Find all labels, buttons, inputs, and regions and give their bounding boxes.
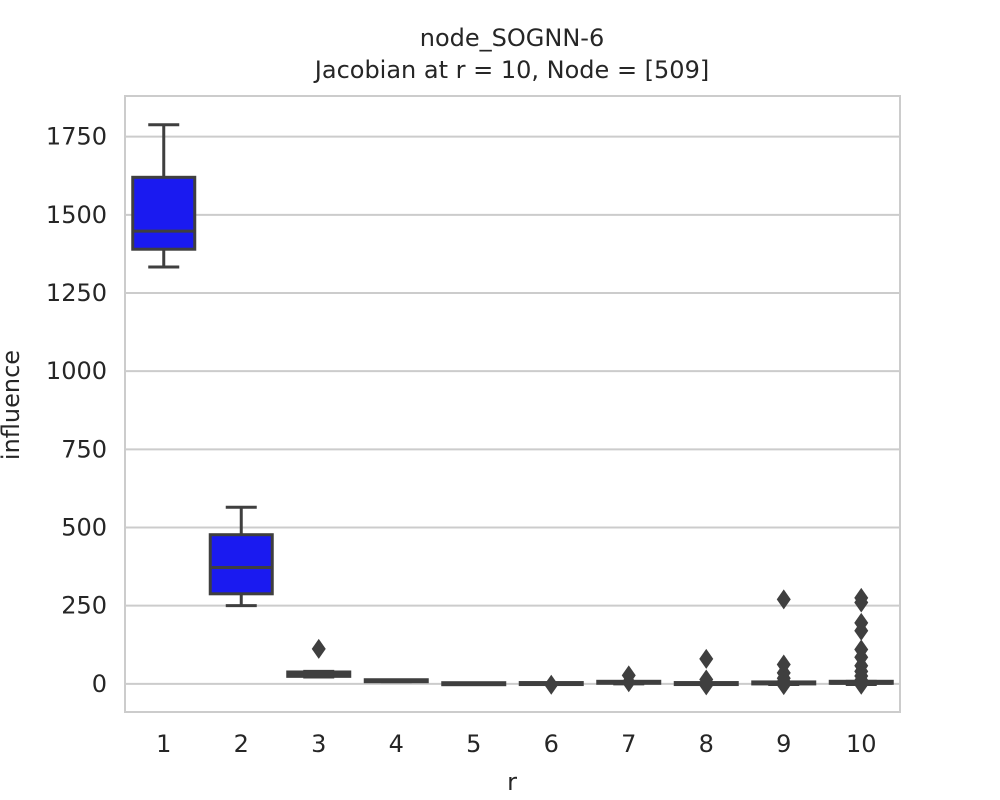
box-iqr [131,175,197,251]
x-tick-label: 9 [776,730,791,758]
x-tick-label: 2 [234,730,249,758]
box-group-3 [286,638,352,679]
x-axis-label: r [507,768,517,796]
x-tick-label: 3 [311,730,326,758]
y-axis-label: influence [0,350,25,460]
x-tick-label: 6 [544,730,559,758]
y-tick-label: 0 [92,670,107,698]
chart-title: node_SOGNN-6 [420,24,604,52]
y-tick-label: 1000 [46,357,107,385]
outlier-point [699,675,714,696]
x-tick-label: 5 [466,730,481,758]
outlier-point [854,674,869,695]
y-tick-label: 500 [61,514,107,542]
box-group-8 [673,648,739,696]
x-tick-label: 10 [846,730,877,758]
outlier-point [776,675,791,696]
y-tick-label: 1750 [46,123,107,151]
box-group-2 [208,505,274,608]
outlier-point [776,589,791,610]
y-tick-label: 1500 [46,201,107,229]
x-tick-label: 8 [699,730,714,758]
outlier-point [621,672,636,693]
boxes-layer [131,123,894,696]
box-group-10 [828,587,894,695]
x-tick-labels: 1 2 3 4 5 6 7 8 9 10 [156,730,876,758]
y-tick-label: 1250 [46,279,107,307]
box-group-4 [363,678,429,684]
box-group-6 [518,674,584,695]
y-tick-label: 750 [61,435,107,463]
outlier-point [854,592,869,613]
box-group-1 [131,123,197,269]
box-iqr [208,533,274,596]
y-tick-label: 250 [61,592,107,620]
box-group-7 [596,665,662,693]
chart-subtitle: Jacobian at r = 10, Node = [509] [313,56,709,84]
plot-frame [124,95,901,713]
x-tick-label: 7 [621,730,636,758]
outlier-point [854,620,869,641]
outlier-point [544,674,559,695]
x-tick-label: 1 [156,730,171,758]
outlier-point [699,648,714,669]
x-tick-label: 4 [389,730,404,758]
box-group-9 [751,589,817,696]
y-tick-labels: 0 250 500 750 1000 1250 1500 1750 [46,123,107,698]
outlier-point [311,638,326,659]
box-group-5 [441,681,507,687]
